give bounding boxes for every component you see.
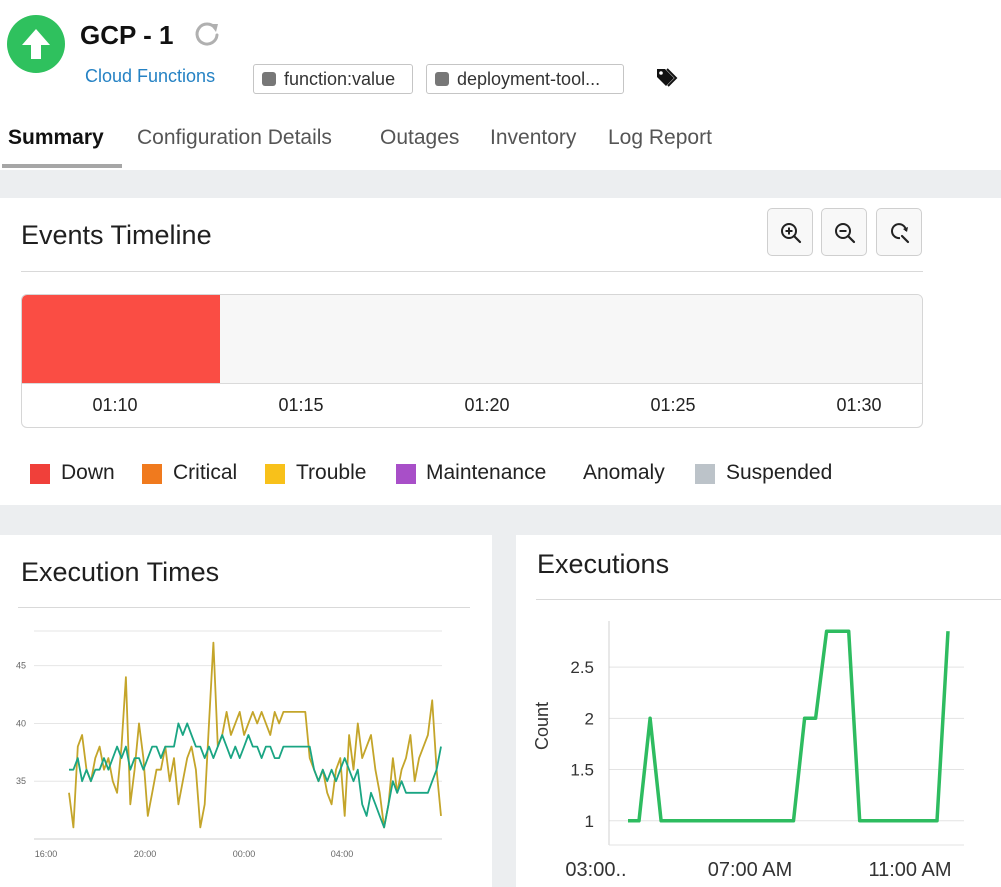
tab-outages[interactable]: Outages: [380, 126, 460, 149]
monitor-type-link[interactable]: Cloud Functions: [85, 66, 216, 86]
y-tick-label: 45: [16, 661, 26, 671]
active-tab-indicator: [2, 164, 122, 168]
x-tick-label: 16:00: [35, 849, 58, 859]
y-axis-label: Count: [532, 702, 552, 750]
execution-times-card: Execution Times 35 40 45 16:00 20:00 00:00 04:…: [0, 535, 492, 887]
tag-label: deployment-tool...: [457, 69, 601, 89]
tags-icon[interactable]: [654, 66, 678, 90]
up-arrow-icon: [22, 29, 50, 59]
reset-zoom-icon: [891, 223, 910, 244]
zoom-in-icon: [781, 223, 802, 244]
executions-title: Executions: [537, 549, 670, 579]
x-tick-label: 04:00: [331, 849, 354, 859]
legend-label: Down: [61, 461, 115, 484]
y-tick-label: 35: [16, 776, 26, 786]
tab-configuration-details[interactable]: Configuration Details: [137, 126, 332, 149]
executions-chart[interactable]: 1 1.5 2 2.5 Count 03:00.. 07:00 AM 11:00 AM: [516, 605, 1001, 887]
tab-inventory[interactable]: Inventory: [490, 126, 577, 149]
card-gutter: [492, 535, 516, 887]
zoom-in-button[interactable]: [767, 208, 813, 256]
monitor-name: GCP - 1: [80, 20, 174, 50]
legend-swatch: [396, 464, 416, 484]
y-tick-label: 40: [16, 718, 26, 728]
events-timeline-title: Events Timeline: [21, 220, 212, 250]
execution-times-title: Execution Times: [21, 557, 220, 587]
y-tick-label: 1.5: [570, 761, 594, 780]
execution-times-chart[interactable]: 35 40 45 16:00 20:00 00:00 04:00: [0, 617, 492, 887]
y-tick-label: 2.5: [570, 658, 594, 677]
timeline-tick: 01:25: [650, 395, 696, 415]
timeline-track: [22, 295, 922, 384]
status-up-badge: [7, 15, 65, 73]
legend-swatch: [265, 464, 285, 484]
x-tick-label: 07:00 AM: [708, 859, 793, 881]
legend-label: Trouble: [296, 461, 367, 484]
x-tick-label: 11:00 AM: [868, 859, 951, 881]
y-tick-label: 1: [585, 812, 594, 831]
title-divider: [536, 599, 1001, 600]
title-divider: [21, 271, 923, 272]
monitor-header: GCP - 1 Cloud Functions function:value d…: [0, 0, 1001, 170]
series-line-0: [68, 641, 442, 829]
tab-bar: Summary Configuration Details Outages In…: [0, 120, 1001, 170]
zoom-out-button[interactable]: [821, 208, 867, 256]
legend-label: Critical: [173, 461, 238, 484]
tag-chip-deployment[interactable]: deployment-tool...: [426, 64, 624, 94]
legend-swatch: [695, 464, 715, 484]
timeline-tick: 01:30: [836, 395, 882, 415]
refresh-icon[interactable]: [193, 20, 221, 48]
y-tick-label: 2: [585, 709, 594, 728]
events-timeline-card: Events Timeline 01:10 01:15 01:20 01:25: [0, 198, 1001, 505]
section-separator: [0, 170, 1001, 198]
tag-color-square: [435, 72, 449, 86]
section-separator: [0, 505, 1001, 535]
reset-zoom-button[interactable]: [876, 208, 922, 256]
tag-chip-function[interactable]: function:value: [253, 64, 413, 94]
timeline-tick: 01:10: [92, 395, 138, 415]
x-tick-label: 00:00: [233, 849, 256, 859]
series-line-0: [628, 629, 950, 823]
executions-card: Executions 1 1.5 2 2.5 Count 03:00.. 07:00 AM 1…: [516, 535, 1001, 887]
tag-color-square: [262, 72, 276, 86]
legend-swatch: [30, 464, 50, 484]
title-divider: [18, 607, 470, 608]
x-tick-label: 03:00..: [565, 859, 626, 881]
tab-summary[interactable]: Summary: [8, 126, 104, 149]
tab-log-report[interactable]: Log Report: [608, 126, 712, 149]
legend-label: Suspended: [726, 461, 833, 484]
legend-label: Anomaly: [583, 461, 665, 484]
legend-label: Maintenance: [426, 461, 547, 484]
timeline-tick: 01:15: [278, 395, 324, 415]
timeline-tick: 01:20: [464, 395, 510, 415]
x-tick-label: 20:00: [134, 849, 157, 859]
down-event-bar[interactable]: [22, 295, 220, 383]
events-timeline-chart[interactable]: 01:10 01:15 01:20 01:25 01:30: [21, 294, 923, 428]
legend-swatch: [142, 464, 162, 484]
series-line-1: [69, 722, 442, 829]
zoom-out-icon: [835, 223, 856, 244]
tag-label: function:value: [284, 69, 396, 89]
